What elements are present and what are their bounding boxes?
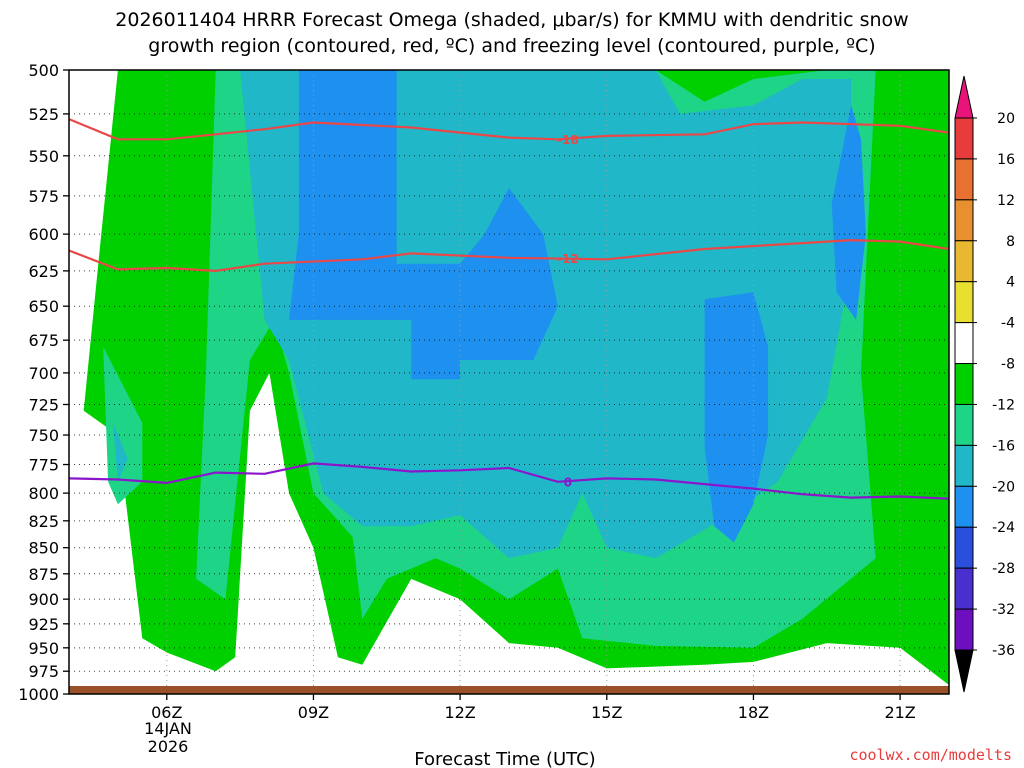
colorbar-label: -32 — [992, 602, 1015, 618]
ground-strip — [69, 686, 949, 694]
y-tick-label: 525 — [28, 105, 59, 124]
x-tick-label: 09Z — [298, 703, 329, 722]
omega-region — [103, 346, 143, 505]
colorbar-label: -24 — [992, 520, 1015, 536]
colorbar: 20 16 12 8 4 -4 -8 -12 -16 -20 -24 -28 -32 -36 — [954, 75, 1015, 693]
plot-frame — [68, 69, 950, 695]
colorbar-bin — [954, 403, 974, 446]
x-tick-label: 15Z — [591, 703, 622, 722]
x-tick-label: 12Z — [444, 703, 475, 722]
y-tick-label: 900 — [28, 590, 59, 609]
colorbar-label: -28 — [992, 561, 1015, 577]
y-tick-label: 750 — [28, 426, 59, 445]
y-tick-label: 850 — [28, 539, 59, 558]
contour-label: -12 — [557, 252, 579, 266]
colorbar-bin — [954, 567, 974, 610]
y-axis: 500 525 550 575 600 625 650 675 700 725 750 775 800 8… — [18, 61, 69, 704]
colorbar-label: -12 — [992, 397, 1015, 413]
colorbar-label: 8 — [1006, 234, 1015, 250]
colorbar-bin — [954, 281, 974, 324]
colorbar-label: -20 — [992, 479, 1015, 495]
colorbar-bin — [954, 363, 974, 405]
y-tick-label: 875 — [28, 565, 59, 584]
y-tick-label: 925 — [28, 615, 59, 634]
grid-lines — [69, 70, 949, 694]
y-tick-label: 975 — [28, 662, 59, 681]
chart-title-line2: growth region (contoured, red, ºC) and f… — [148, 35, 875, 57]
omega-region — [831, 105, 866, 320]
omega-region — [113, 422, 128, 482]
x-axis: 06Z 09Z 12Z 15Z 18Z 21Z — [151, 694, 916, 722]
omega-region — [704, 292, 769, 543]
colorbar-label: 4 — [1006, 275, 1015, 291]
y-tick-label: 1000 — [18, 685, 59, 704]
y-tick-label: 700 — [28, 364, 59, 383]
x-tick-label: 06Z — [151, 703, 182, 722]
y-tick-label: 650 — [28, 297, 59, 316]
colorbar-bin — [954, 322, 974, 365]
x-tick-label: 21Z — [884, 703, 915, 722]
contour-label: 0 — [564, 475, 572, 489]
y-tick-label: 725 — [28, 395, 59, 414]
credit-text: coolwx.com/modelts — [849, 746, 1012, 764]
colorbar-label: 16 — [997, 152, 1015, 168]
y-tick-label: 825 — [28, 512, 59, 531]
omega-shading — [83, 70, 949, 685]
contour-label: -18 — [557, 133, 579, 147]
date-label-day: 14JAN — [144, 719, 192, 738]
colorbar-label: -4 — [1001, 316, 1015, 332]
colorbar-bin — [954, 526, 974, 569]
colorbar-bin — [954, 240, 974, 283]
colorbar-bin — [954, 444, 974, 487]
colorbar-label: -8 — [1001, 357, 1015, 373]
y-tick-label: 675 — [28, 331, 59, 350]
colorbar-bin — [954, 199, 974, 242]
colorbar-bin — [954, 117, 974, 160]
colorbar-label: -16 — [992, 438, 1015, 454]
colorbar-bin — [954, 608, 974, 651]
colorbar-bin — [954, 485, 974, 528]
contour-line — [69, 118, 949, 141]
y-tick-label: 625 — [28, 262, 59, 281]
colorbar-bin — [954, 158, 974, 201]
colorbar-label: 12 — [997, 193, 1015, 209]
colorbar-top-arrow — [954, 75, 974, 119]
date-label-year: 2026 — [148, 737, 189, 756]
contour-line — [69, 462, 949, 500]
colorbar-bottom-arrow — [954, 649, 974, 693]
x-axis-title: Forecast Time (UTC) — [414, 749, 595, 768]
y-tick-label: 500 — [28, 61, 59, 80]
chart-title-line1: 2026011404 HRRR Forecast Omega (shaded, … — [115, 9, 908, 31]
y-tick-label: 550 — [28, 147, 59, 166]
colorbar-label: -36 — [992, 643, 1015, 659]
x-tick-label: 18Z — [738, 703, 769, 722]
omega-region — [289, 70, 558, 380]
colorbar-label: 20 — [997, 111, 1015, 127]
y-tick-label: 775 — [28, 456, 59, 475]
y-tick-label: 800 — [28, 484, 59, 503]
y-tick-label: 600 — [28, 225, 59, 244]
y-tick-label: 575 — [28, 187, 59, 206]
y-tick-label: 950 — [28, 639, 59, 658]
contour-line — [69, 238, 949, 273]
temperature-contours: -18 -12 0 — [69, 118, 949, 500]
